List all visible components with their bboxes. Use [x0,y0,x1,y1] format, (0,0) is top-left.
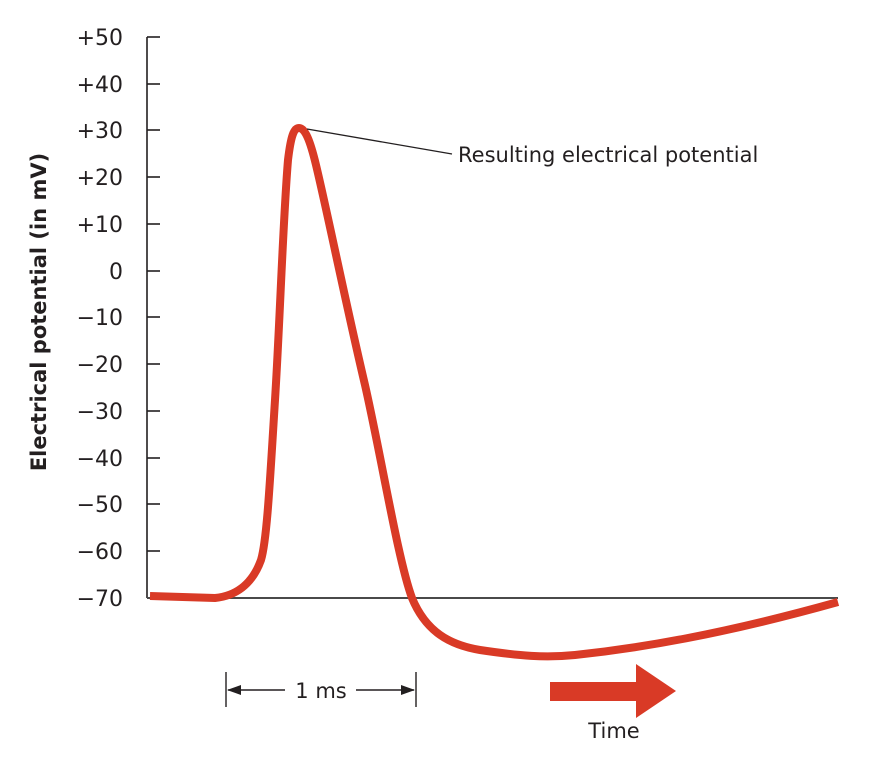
scale-bar-1ms: 1 ms [225,672,417,707]
tick-label: +10 [77,213,123,238]
tick-label: −60 [77,540,123,565]
tick-label: −70 [77,587,123,612]
tick-label: −20 [77,353,123,378]
tick-label: −40 [77,447,123,472]
action-potential-curve [149,124,840,661]
scale-bar-label: 1 ms [295,679,346,703]
time-arrow: Time [550,664,676,743]
annotation-leader-line [306,128,453,155]
arrowhead-right-icon [401,685,415,695]
tick-label: +50 [77,26,123,51]
peak-annotation-label: Resulting electrical potential [458,143,758,167]
y-axis-tick-labels: +50 +40 +30 +20 +10 0 −10 −20 −30 −40 −5… [77,26,123,612]
tick-label: 0 [109,260,123,285]
tick-label: −30 [77,400,123,425]
tick-label: −50 [77,493,123,518]
arrowhead-left-icon [227,685,241,695]
tick-label: +20 [77,166,123,191]
y-axis-label: Electrical potential (in mV) [27,153,51,471]
time-axis-label: Time [587,719,639,743]
time-arrow-icon [550,664,676,718]
y-axis-ticks [147,36,160,552]
tick-label: +30 [77,119,123,144]
tick-label: −10 [77,306,123,331]
tick-label: +40 [77,73,123,98]
